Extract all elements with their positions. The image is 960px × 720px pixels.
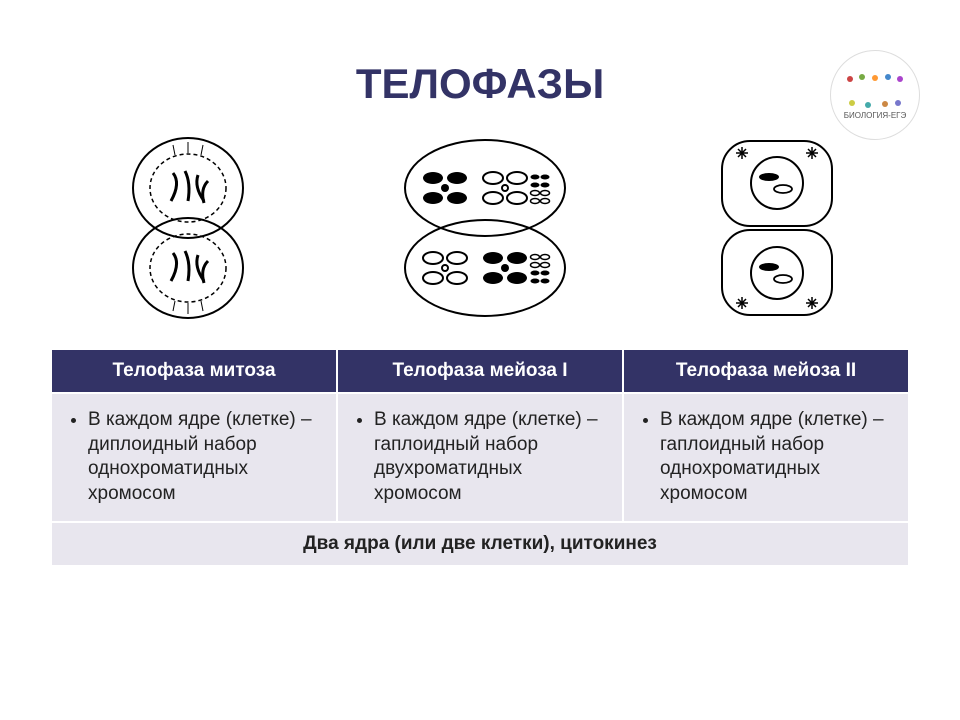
header-mitosis: Телофаза митоза bbox=[51, 349, 337, 393]
diagram-meiosis-2 bbox=[707, 133, 847, 323]
logo-badge: БИОЛОГИЯ-ЕГЭ bbox=[830, 50, 920, 140]
header-meiosis-2: Телофаза мейоза II bbox=[623, 349, 909, 393]
cell-meiosis1-text: В каждом ядре (клетке) – гаплоидный набо… bbox=[374, 408, 612, 507]
header-meiosis-1: Телофаза мейоза I bbox=[337, 349, 623, 393]
cell-meiosis2-text: В каждом ядре (клетке) – гаплоидный набо… bbox=[660, 408, 898, 507]
diagrams-row bbox=[50, 128, 910, 328]
footer-cell: Два ядра (или две клетки), цитокинез bbox=[51, 522, 909, 566]
cell-mitosis-text: В каждом ядре (клетке) – диплоидный набо… bbox=[88, 408, 326, 507]
diagram-mitosis bbox=[113, 133, 263, 323]
cell-meiosis-1: В каждом ядре (клетке) – гаплоидный набо… bbox=[337, 393, 623, 522]
cell-meiosis-2: В каждом ядре (клетке) – гаплоидный набо… bbox=[623, 393, 909, 522]
telophase-table: Телофаза митоза Телофаза мейоза I Телофа… bbox=[50, 348, 910, 567]
logo-text: БИОЛОГИЯ-ЕГЭ bbox=[844, 111, 907, 120]
cell-mitosis: В каждом ядре (клетке) – диплоидный набо… bbox=[51, 393, 337, 522]
page-title: ТЕЛОФАЗЫ bbox=[50, 60, 910, 108]
diagram-meiosis-1 bbox=[390, 133, 580, 323]
